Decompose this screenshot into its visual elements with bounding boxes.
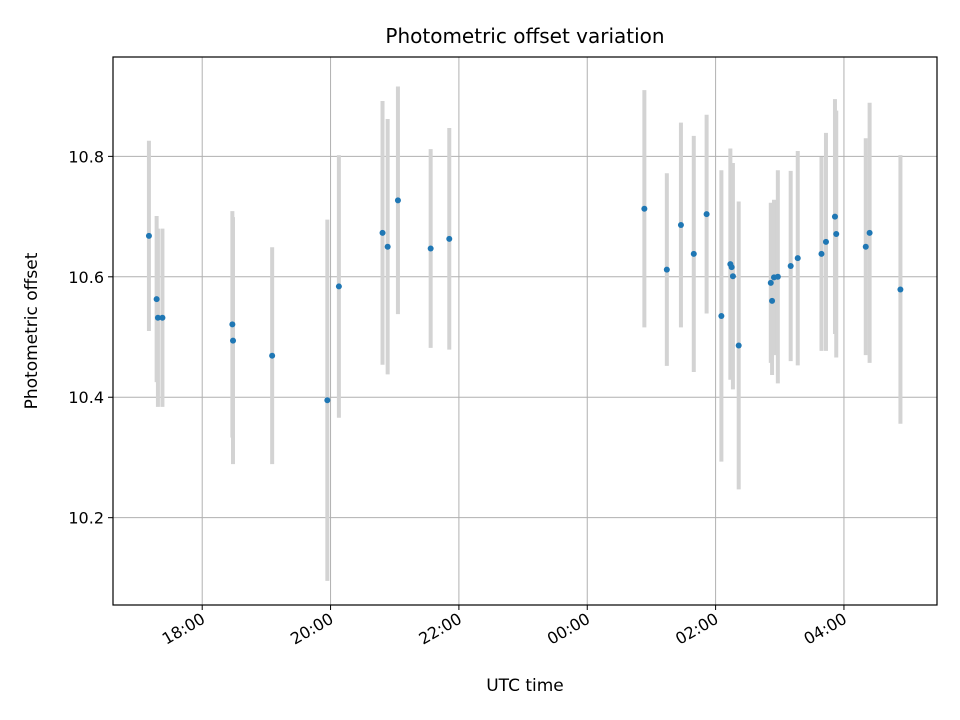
plot-frame [112,56,938,606]
data-point [769,297,776,304]
data-point [794,255,801,262]
chart-title: Photometric offset variation [385,24,664,48]
data-point [718,312,725,319]
y-tick-label: 10.2 [68,509,104,528]
data-point [153,296,160,303]
data-point [818,250,825,257]
data-point [774,273,781,280]
data-point [384,243,391,250]
data-point [324,397,331,404]
data-point [394,197,401,204]
data-point [230,337,237,344]
data-point [379,229,386,236]
y-axis-label: Photometric offset [22,252,42,409]
data-point [427,245,434,252]
data-point [862,243,869,250]
data-point [446,235,453,242]
data-point [866,229,873,236]
data-point [154,314,161,321]
data-point [833,231,840,238]
data-point [767,279,774,286]
data-point [787,262,794,269]
data-point [641,205,648,212]
data-point [145,232,152,239]
data-point [335,283,342,290]
data-point [822,238,829,245]
data-point [728,264,735,271]
data-point [677,222,684,229]
y-tick-label: 10.6 [68,268,104,287]
marker-layer [145,197,904,404]
data-point [690,250,697,257]
data-point [729,273,736,280]
data-point [229,321,236,328]
y-tick-label: 10.8 [68,147,104,166]
data-point [159,314,166,321]
data-point [663,266,670,273]
y-tick-label: 10.4 [68,388,104,407]
data-point [703,211,710,218]
data-point [269,352,276,359]
data-point [897,286,904,293]
data-point [735,342,742,349]
data-point [831,213,838,220]
x-axis-label: UTC time [486,676,564,696]
